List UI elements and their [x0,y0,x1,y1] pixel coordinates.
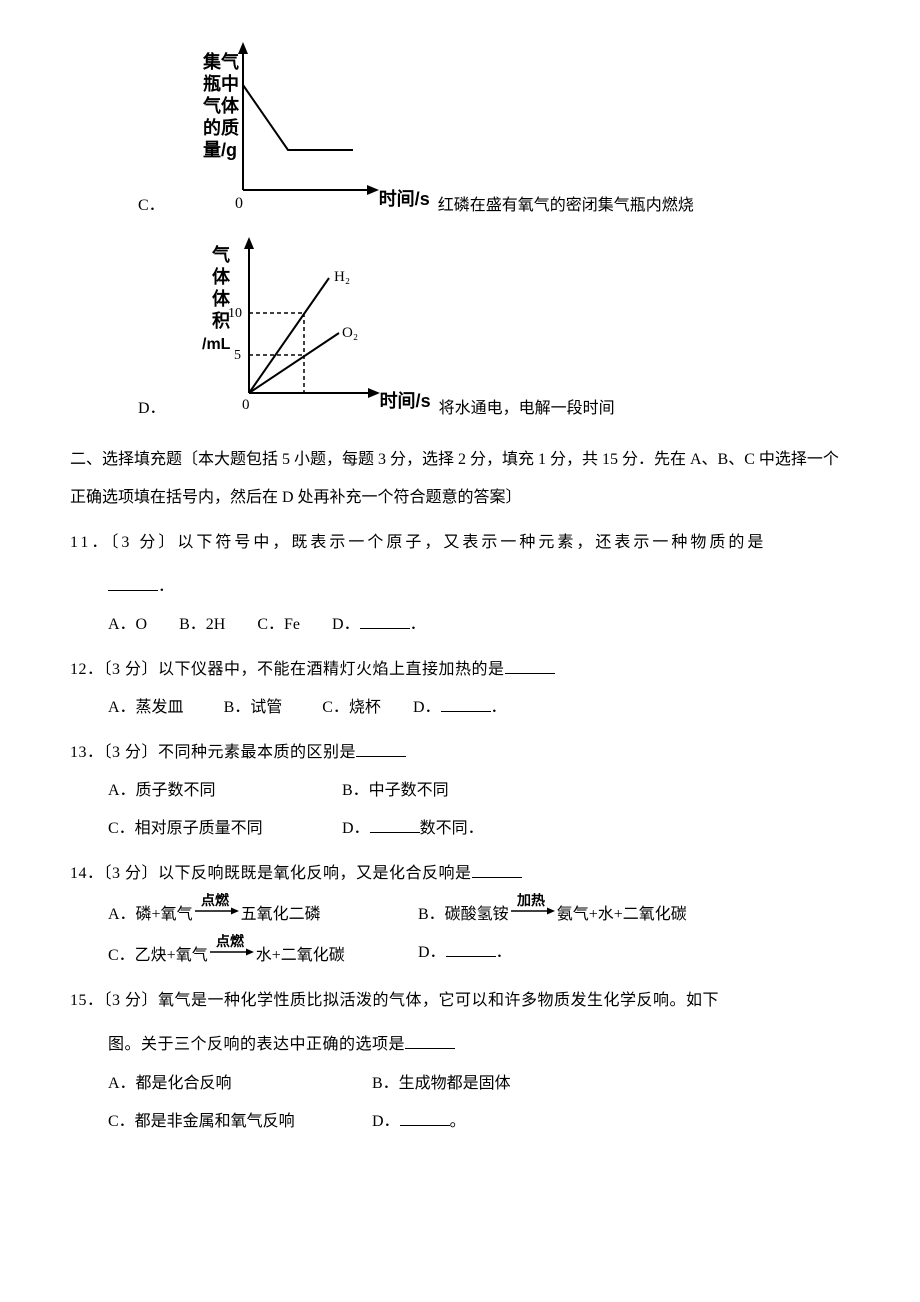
q15-stem2: 图。关于三个反响的表达中正确的选项是 [108,1036,405,1053]
q13-opt-d-pre: D． [342,810,370,848]
q13-row1: A．质子数不同 B．中子数不同 [70,772,850,810]
q14-c-right: 水+二氧化碳 [256,937,345,975]
svg-text:点燃: 点燃 [216,934,245,950]
q15-opt-d-pre: D． [372,1103,400,1141]
chart-d: H₂ O₂ 气 体 体 积 /mL 10 5 0 [184,233,384,428]
q12-opt-d-blank [441,695,491,712]
chart-d-xaxis-label: 时间/s [380,380,431,423]
q12-opts-tail: ． [491,689,507,727]
q15-main-blank [405,1032,455,1049]
chart-c: 集气 瓶中 气体 的质 量/g 0 [183,40,383,225]
svg-text:加热: 加热 [516,893,545,909]
q15-opt-d-blank [400,1109,450,1126]
q13-stem: 13．〔3 分〕不同种元素最本质的区别是 [70,734,850,772]
q15-stem1: 15．〔3 分〕氧气是一种化学性质比拟活泼的气体，它可以和许多物质发生化学反响。… [70,982,850,1020]
option-d-row: D． H₂ O₂ 气 体 [70,233,850,428]
q14-opt-d: D． ． [418,934,512,975]
q13-main-blank [356,740,406,757]
q11-opt-d-blank [360,612,410,629]
q14-opt-b: B．碳酸氢铵 加热 氨气+水+二氧化碳 [418,893,687,934]
q11-opt-a: A．O [108,606,147,644]
q14-opt-c: C．乙炔+氧气 点燃 水+二氧化碳 [108,934,418,975]
q14-a-right: 五氧化二磷 [241,896,321,934]
q12-options: A．蒸发皿 B．试管 C．烧杯 D． ． [70,689,850,727]
q12-stem-text: 12．〔3 分〕以下仪器中，不能在酒精灯火焰上直接加热的是 [70,661,505,678]
q12-opt-c: C．烧杯 [322,689,381,727]
svg-text:/mL: /mL [202,336,231,353]
q14-b-left: B．碳酸氢铵 [418,896,509,934]
svg-text:5: 5 [234,348,241,363]
svg-text:气体: 气体 [202,95,240,116]
q11-opt-c: C．Fe [257,606,300,644]
q11-stem: 11．〔3 分〕以下符号中，既表示一个原子，又表示一种元素，还表示一种物质的是 [70,524,850,562]
chart-c-caption: 红磷在盛有氧气的密闭集气瓶内燃烧 [438,187,694,225]
svg-text:点燃: 点燃 [201,893,230,909]
arrow-icon: 点燃 [193,893,241,934]
q14-main-blank [472,861,522,878]
q14-stem-text: 14．〔3 分〕以下反响既既是氧化反响，又是化合反响是 [70,865,472,882]
option-c-row: C． 集气 瓶中 气体 的质 量/g 0 时间/s 红磷在盛 [70,40,850,225]
q12-opt-d: D． [413,689,441,727]
svg-text:量/g: 量/g [203,139,237,160]
q13-opt-d-blank [370,816,420,833]
svg-text:0: 0 [235,195,243,210]
section-2-title: 二、选择填充题〔本大题包括 5 小题，每题 3 分，选择 2 分，填充 1 分，… [70,441,850,518]
q12-opt-a: A．蒸发皿 [108,689,184,727]
q12-opt-b: B．试管 [224,689,283,727]
arrow-icon: 加热 [509,893,557,934]
option-c-letter: C． [138,187,165,225]
page-container: C． 集气 瓶中 气体 的质 量/g 0 时间/s 红磷在盛 [0,0,920,1181]
q13-opt-d-post: 数不同． [420,810,484,848]
arrow-icon: 点燃 [208,934,256,975]
q14-b-right: 氨气+水+二氧化碳 [557,896,687,934]
q14-stem: 14．〔3 分〕以下反响既既是氧化反响，又是化合反响是 [70,855,850,893]
q12-stem: 12．〔3 分〕以下仪器中，不能在酒精灯火焰上直接加热的是 [70,651,850,689]
q12-main-blank [505,657,555,674]
q14-row2: C．乙炔+氧气 点燃 水+二氧化碳 D． ． [70,934,850,975]
chart-c-xaxis-label: 时间/s [379,178,430,221]
q11-options: A．O B．2H C．Fe D． ． [70,606,850,644]
svg-text:瓶中: 瓶中 [203,73,239,94]
q14-opt-a: A．磷+氧气 点燃 五氧化二磷 [108,893,418,934]
svg-text:10: 10 [228,306,242,321]
svg-text:0: 0 [242,397,250,413]
q15-stem2-row: 图。关于三个反响的表达中正确的选项是 [70,1026,850,1064]
q15-row2: C．都是非金属和氧气反响 D． 。 [70,1103,850,1141]
svg-text:气: 气 [211,244,230,265]
q11-tail: ． [158,578,175,595]
svg-text:H₂: H₂ [334,269,350,285]
q14-d-pre: D． [418,934,446,972]
q14-c-left: C．乙炔+氧气 [108,937,208,975]
svg-text:集气: 集气 [202,51,239,72]
q13-opt-a: A．质子数不同 [108,772,338,810]
q15-opt-b: B．生成物都是固体 [372,1065,511,1103]
q15-row1: A．都是化合反响 B．生成物都是固体 [70,1065,850,1103]
svg-text:体: 体 [212,266,231,287]
q15-opt-c: C．都是非金属和氧气反响 [108,1103,368,1141]
q14-d-tail: ． [496,934,512,972]
q14-row1: A．磷+氧气 点燃 五氧化二磷 B．碳酸氢铵 加热 氨气+水+二氧化碳 [70,893,850,934]
option-d-letter: D． [138,390,166,428]
q11-blank-row: ． [70,568,850,606]
chart-d-caption: 将水通电，电解一段时间 [439,390,615,428]
q13-opt-c: C．相对原子质量不同 [108,810,338,848]
q13-opt-b: B．中子数不同 [342,772,449,810]
q11-main-blank [108,574,158,591]
q13-stem-text: 13．〔3 分〕不同种元素最本质的区别是 [70,744,356,761]
svg-text:O₂: O₂ [342,325,358,341]
svg-text:的质: 的质 [203,117,239,138]
q11-opts-tail: ． [410,606,426,644]
q11-opt-b: B．2H [179,606,225,644]
q14-d-blank [446,940,496,957]
q11-stem-text: 11．〔3 分〕以下符号中，既表示一个原子，又表示一种元素，还表示一种物质的是 [70,534,766,551]
q14-a-left: A．磷+氧气 [108,896,193,934]
q15-opt-d-tail: 。 [450,1103,466,1141]
q15-opt-a: A．都是化合反响 [108,1065,368,1103]
q13-row2: C．相对原子质量不同 D． 数不同． [70,810,850,848]
q11-opt-d: D． [332,606,360,644]
